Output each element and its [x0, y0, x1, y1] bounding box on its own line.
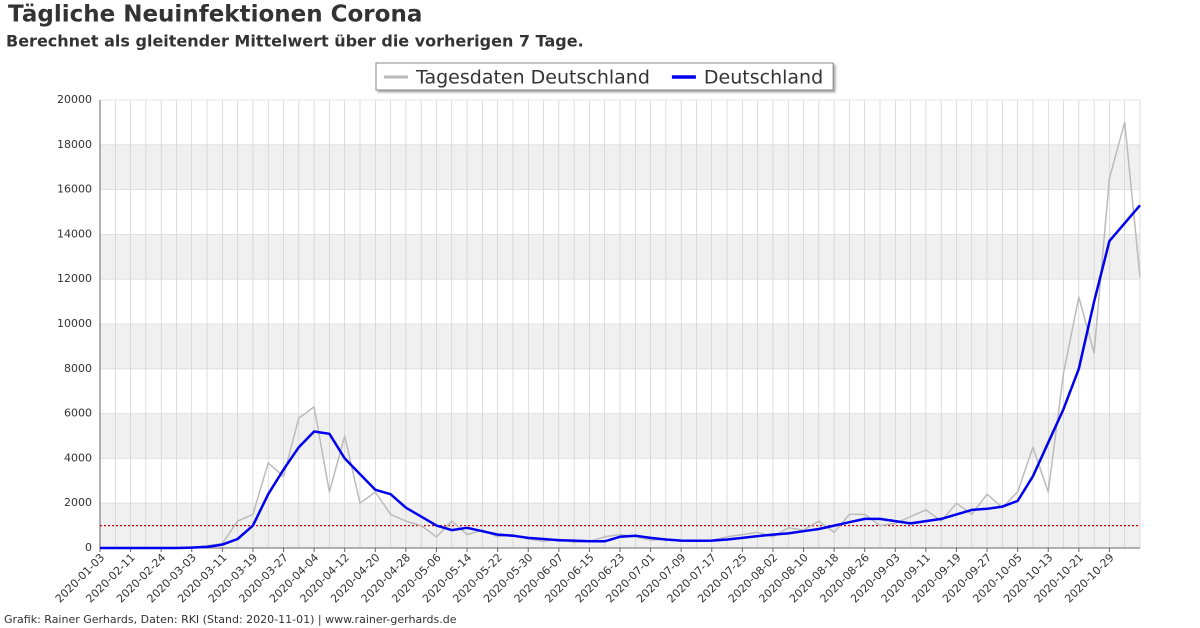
y-tick-label: 0 — [85, 541, 92, 554]
y-tick-label: 6000 — [64, 407, 92, 420]
y-tick-label: 10000 — [57, 317, 92, 330]
series-line — [100, 204, 1141, 550]
y-tick-label: 4000 — [64, 451, 92, 464]
legend: Tagesdaten Deutschland Deutschland — [375, 62, 834, 91]
chart-title: Tägliche Neuinfektionen Corona — [8, 2, 422, 28]
y-tick-label: 8000 — [64, 362, 92, 375]
legend-box — [375, 62, 834, 91]
y-tick-label: 18000 — [57, 138, 92, 151]
legend-label: Deutschland — [704, 67, 823, 89]
y-tick-label: 12000 — [57, 272, 92, 285]
y-tick-label: 14000 — [57, 227, 92, 240]
legend-label: Tagesdaten Deutschland — [415, 67, 650, 89]
chart-subtitle: Berechnet als gleitender Mittelwert über… — [6, 32, 584, 51]
y-tick-label: 16000 — [57, 183, 92, 196]
y-tick-label: 20000 — [57, 93, 92, 106]
y-tick-label: 2000 — [64, 496, 92, 509]
footer: Grafik: Rainer Gerhards, Daten: RKI (Sta… — [4, 613, 457, 626]
